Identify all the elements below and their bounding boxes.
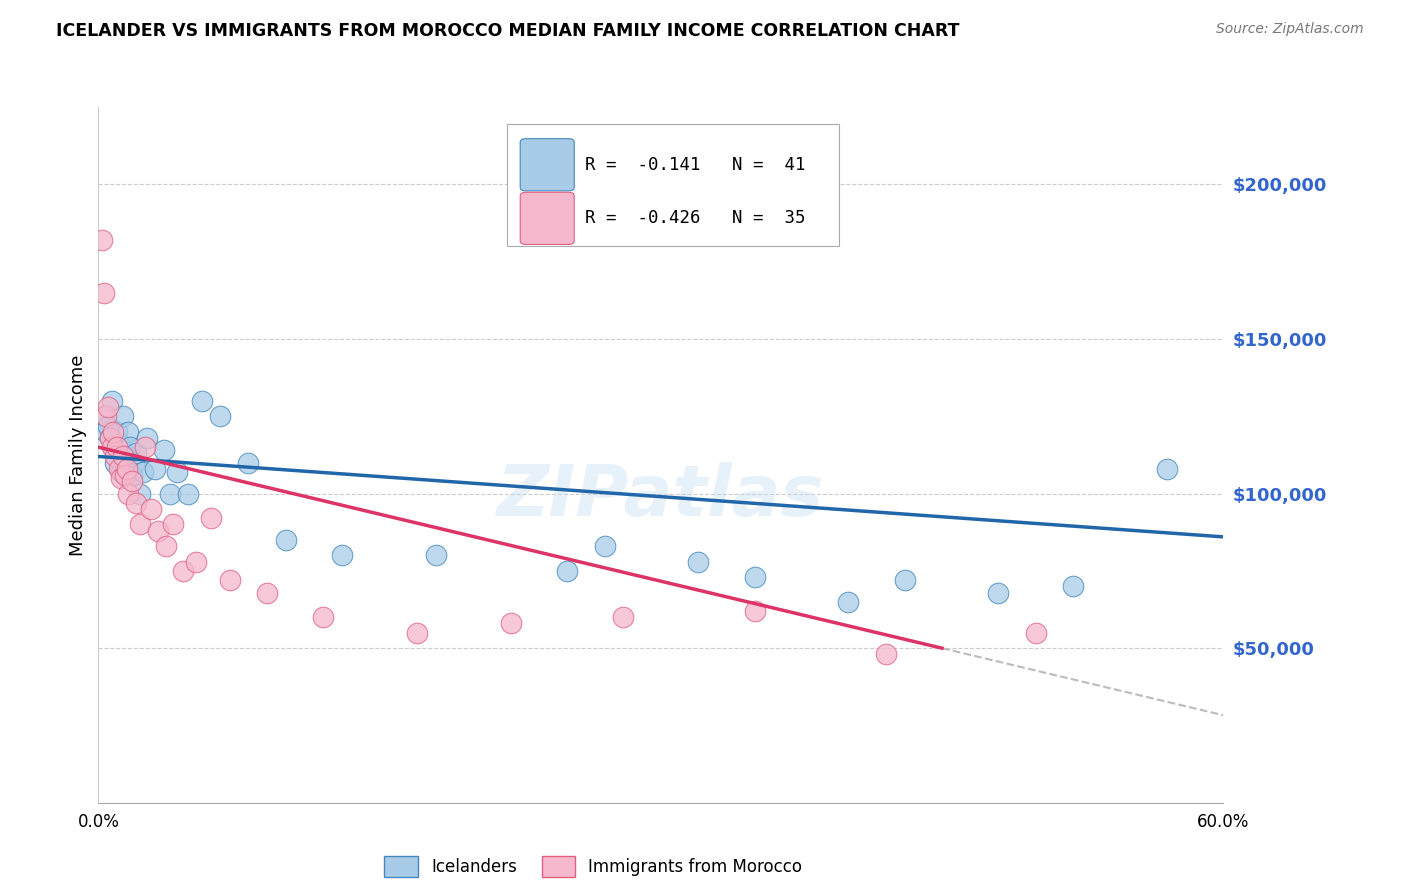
- Point: [893, 573, 915, 587]
- Point: [688, 555, 710, 569]
- Point: [98, 431, 121, 445]
- FancyBboxPatch shape: [520, 193, 574, 244]
- Point: [104, 456, 127, 470]
- FancyBboxPatch shape: [506, 124, 838, 246]
- Point: [139, 502, 162, 516]
- Point: [114, 450, 136, 464]
- Point: [120, 440, 142, 454]
- Point: [209, 409, 232, 424]
- Point: [117, 425, 139, 439]
- Point: [153, 443, 176, 458]
- Point: [159, 486, 181, 500]
- Point: [91, 233, 114, 247]
- Point: [93, 285, 115, 300]
- Point: [593, 539, 616, 553]
- Point: [184, 555, 207, 569]
- Point: [100, 440, 122, 454]
- Point: [94, 409, 117, 424]
- Point: [274, 533, 297, 547]
- Point: [128, 517, 150, 532]
- Point: [93, 409, 115, 424]
- Point: [172, 564, 194, 578]
- Point: [97, 418, 120, 433]
- Point: [162, 517, 184, 532]
- Point: [744, 604, 766, 618]
- Text: ICELANDER VS IMMIGRANTS FROM MOROCCO MEDIAN FAMILY INCOME CORRELATION CHART: ICELANDER VS IMMIGRANTS FROM MOROCCO MED…: [56, 22, 960, 40]
- Point: [111, 450, 134, 464]
- Text: R =  -0.426   N =  35: R = -0.426 N = 35: [585, 210, 806, 227]
- Point: [97, 400, 120, 414]
- Point: [94, 425, 117, 439]
- Point: [110, 471, 132, 485]
- Point: [103, 425, 125, 439]
- Point: [104, 450, 127, 464]
- Point: [117, 486, 139, 500]
- FancyBboxPatch shape: [520, 138, 574, 191]
- Point: [200, 511, 222, 525]
- Point: [115, 462, 138, 476]
- Point: [1062, 579, 1084, 593]
- Point: [148, 524, 170, 538]
- Point: [115, 462, 138, 476]
- Point: [744, 570, 766, 584]
- Point: [122, 456, 145, 470]
- Point: [105, 440, 128, 454]
- Point: [238, 456, 260, 470]
- Text: R =  -0.141   N =  41: R = -0.141 N = 41: [585, 156, 806, 174]
- Point: [190, 393, 212, 408]
- Point: [612, 610, 634, 624]
- Point: [425, 549, 447, 563]
- Point: [108, 462, 131, 476]
- Point: [103, 440, 125, 454]
- Point: [330, 549, 353, 563]
- Point: [98, 431, 121, 445]
- Point: [121, 468, 143, 483]
- Point: [114, 468, 136, 483]
- Point: [1156, 462, 1178, 476]
- Point: [256, 585, 278, 599]
- Point: [134, 440, 156, 454]
- Point: [110, 465, 132, 479]
- Point: [987, 585, 1010, 599]
- Point: [111, 409, 134, 424]
- Point: [166, 465, 188, 479]
- Point: [837, 595, 859, 609]
- Point: [100, 393, 122, 408]
- Point: [155, 539, 177, 553]
- Point: [218, 573, 240, 587]
- Point: [136, 431, 159, 445]
- Point: [312, 610, 335, 624]
- Y-axis label: Median Family Income: Median Family Income: [69, 354, 87, 556]
- Text: ZIPatlas: ZIPatlas: [498, 462, 824, 531]
- Point: [499, 616, 522, 631]
- Point: [121, 474, 143, 488]
- Legend: Icelanders, Immigrants from Morocco: Icelanders, Immigrants from Morocco: [375, 848, 811, 885]
- Point: [143, 462, 166, 476]
- Text: Source: ZipAtlas.com: Source: ZipAtlas.com: [1216, 22, 1364, 37]
- Point: [105, 425, 128, 439]
- Point: [406, 625, 429, 640]
- Point: [1025, 625, 1047, 640]
- Point: [125, 446, 148, 460]
- Point: [108, 437, 131, 451]
- Point: [125, 496, 148, 510]
- Point: [177, 486, 200, 500]
- Point: [128, 486, 150, 500]
- Point: [555, 564, 578, 578]
- Point: [132, 465, 155, 479]
- Point: [875, 648, 897, 662]
